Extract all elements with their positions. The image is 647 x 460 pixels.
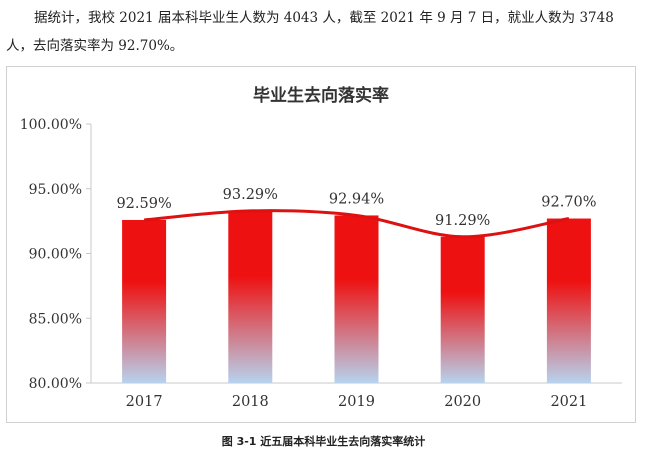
y-tick-label: 85.00% bbox=[29, 311, 82, 327]
bar bbox=[546, 218, 591, 383]
x-tick-label: 2019 bbox=[338, 394, 375, 410]
chart-title: 毕业生去向落实率 bbox=[253, 86, 389, 106]
y-tick-label: 90.00% bbox=[29, 247, 82, 263]
x-tick-label: 2017 bbox=[126, 394, 163, 410]
x-tick-label: 2020 bbox=[444, 394, 481, 410]
bar-chart: 80.00% 85.00% 90.00% 95.00% 100.00% 92.59% 93.… bbox=[20, 117, 622, 410]
series-line bbox=[143, 209, 570, 239]
x-tick-label: 2018 bbox=[232, 394, 269, 410]
x-tick-label: 2021 bbox=[550, 394, 587, 410]
intro-paragraph: 据统计，我校 2021 届本科毕业生人数为 4043 人，截至 2021 年 9… bbox=[6, 10, 614, 54]
data-label: 92.59% bbox=[116, 196, 171, 212]
figure-caption: 图 3-1 近五届本科毕业生去向落实率统计 bbox=[221, 435, 426, 448]
bar bbox=[228, 210, 273, 383]
data-label: 93.29% bbox=[223, 187, 278, 203]
bar bbox=[440, 236, 485, 383]
data-label: 91.29% bbox=[435, 213, 490, 229]
data-label: 92.70% bbox=[541, 195, 596, 211]
y-tick-label: 80.00% bbox=[29, 376, 82, 392]
y-tick-label: 95.00% bbox=[29, 182, 82, 198]
bar bbox=[122, 219, 167, 383]
bar bbox=[334, 215, 379, 383]
data-label: 92.94% bbox=[329, 191, 384, 207]
chart-container: 毕业生去向落实率 80.00% 85.00% 90.00% 95.00% 100.00%… bbox=[6, 66, 636, 423]
y-tick-label: 100.00% bbox=[20, 117, 82, 133]
